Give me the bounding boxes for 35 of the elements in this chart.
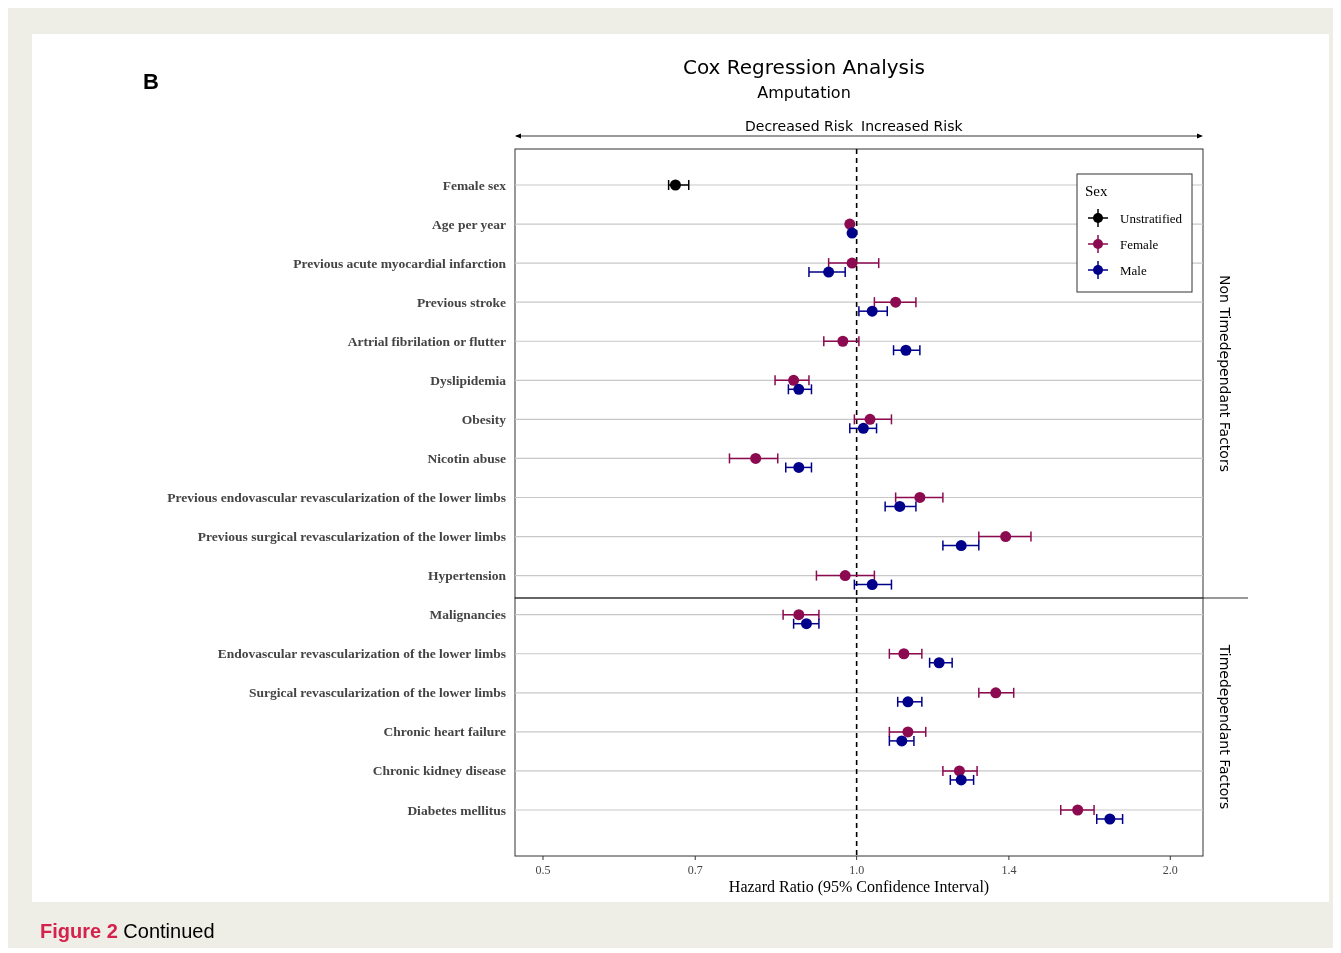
y-tick-label: Age per year [432,216,506,232]
y-tick-label: Obesity [461,411,507,427]
chart-title: Cox Regression Analysis [683,55,925,79]
y-tick-label: Malignancies [429,607,506,623]
x-tick-label: 0.5 [535,863,551,877]
y-tick-label: Chronic heart failure [383,724,506,740]
text: B [143,69,159,94]
y-tick-label: Dyslipidemia [430,372,507,388]
text: Timedependant Factors [1217,643,1233,810]
y-tick-label: Previous surgical revascularization of the lower limbs [197,529,506,545]
legend-label: Male [1120,262,1147,278]
y-tick-label: Chronic kidney disease [372,763,506,779]
y-tick-label: Previous endovascular revascularization of the lower limbs [167,489,506,505]
y-tick-label: Hypertension [427,568,507,584]
y-tick-label: Previous stroke [416,294,506,310]
y-tick-label: Diabetes mellitus [407,802,506,818]
caption: Figure 2 Continued [40,920,215,942]
x-axis-title: Hazard Ratio (95% Confidence Interval) [728,878,990,896]
y-tick-label: Female sex [442,177,507,193]
x-tick-label: 0.7 [687,863,703,877]
y-tick-label: Nicotin abuse [427,450,506,466]
x-tick-label: 2.0 [1162,863,1178,877]
y-tick-label: Artrial fibrilation or flutter [347,333,506,349]
chart-subtitle: Amputation [757,83,851,102]
y-tick-label: Previous acute myocardial infarction [293,255,507,271]
x-tick-label: 1.0 [849,863,865,877]
text: Increased Risk [861,118,964,134]
y-tick-label: Endovascular revascularization of the lower limbs [217,646,506,662]
legend-title: Sex [1085,183,1108,199]
y-tick-label: Surgical revascularization of the lower limbs [248,685,506,701]
legend-label: Female [1120,236,1159,252]
text: Non Timedependant Factors [1217,275,1233,472]
legend-label: Unstratified [1120,210,1183,226]
text: Decreased Risk [745,118,854,134]
x-tick-label: 1.4 [1001,863,1017,877]
